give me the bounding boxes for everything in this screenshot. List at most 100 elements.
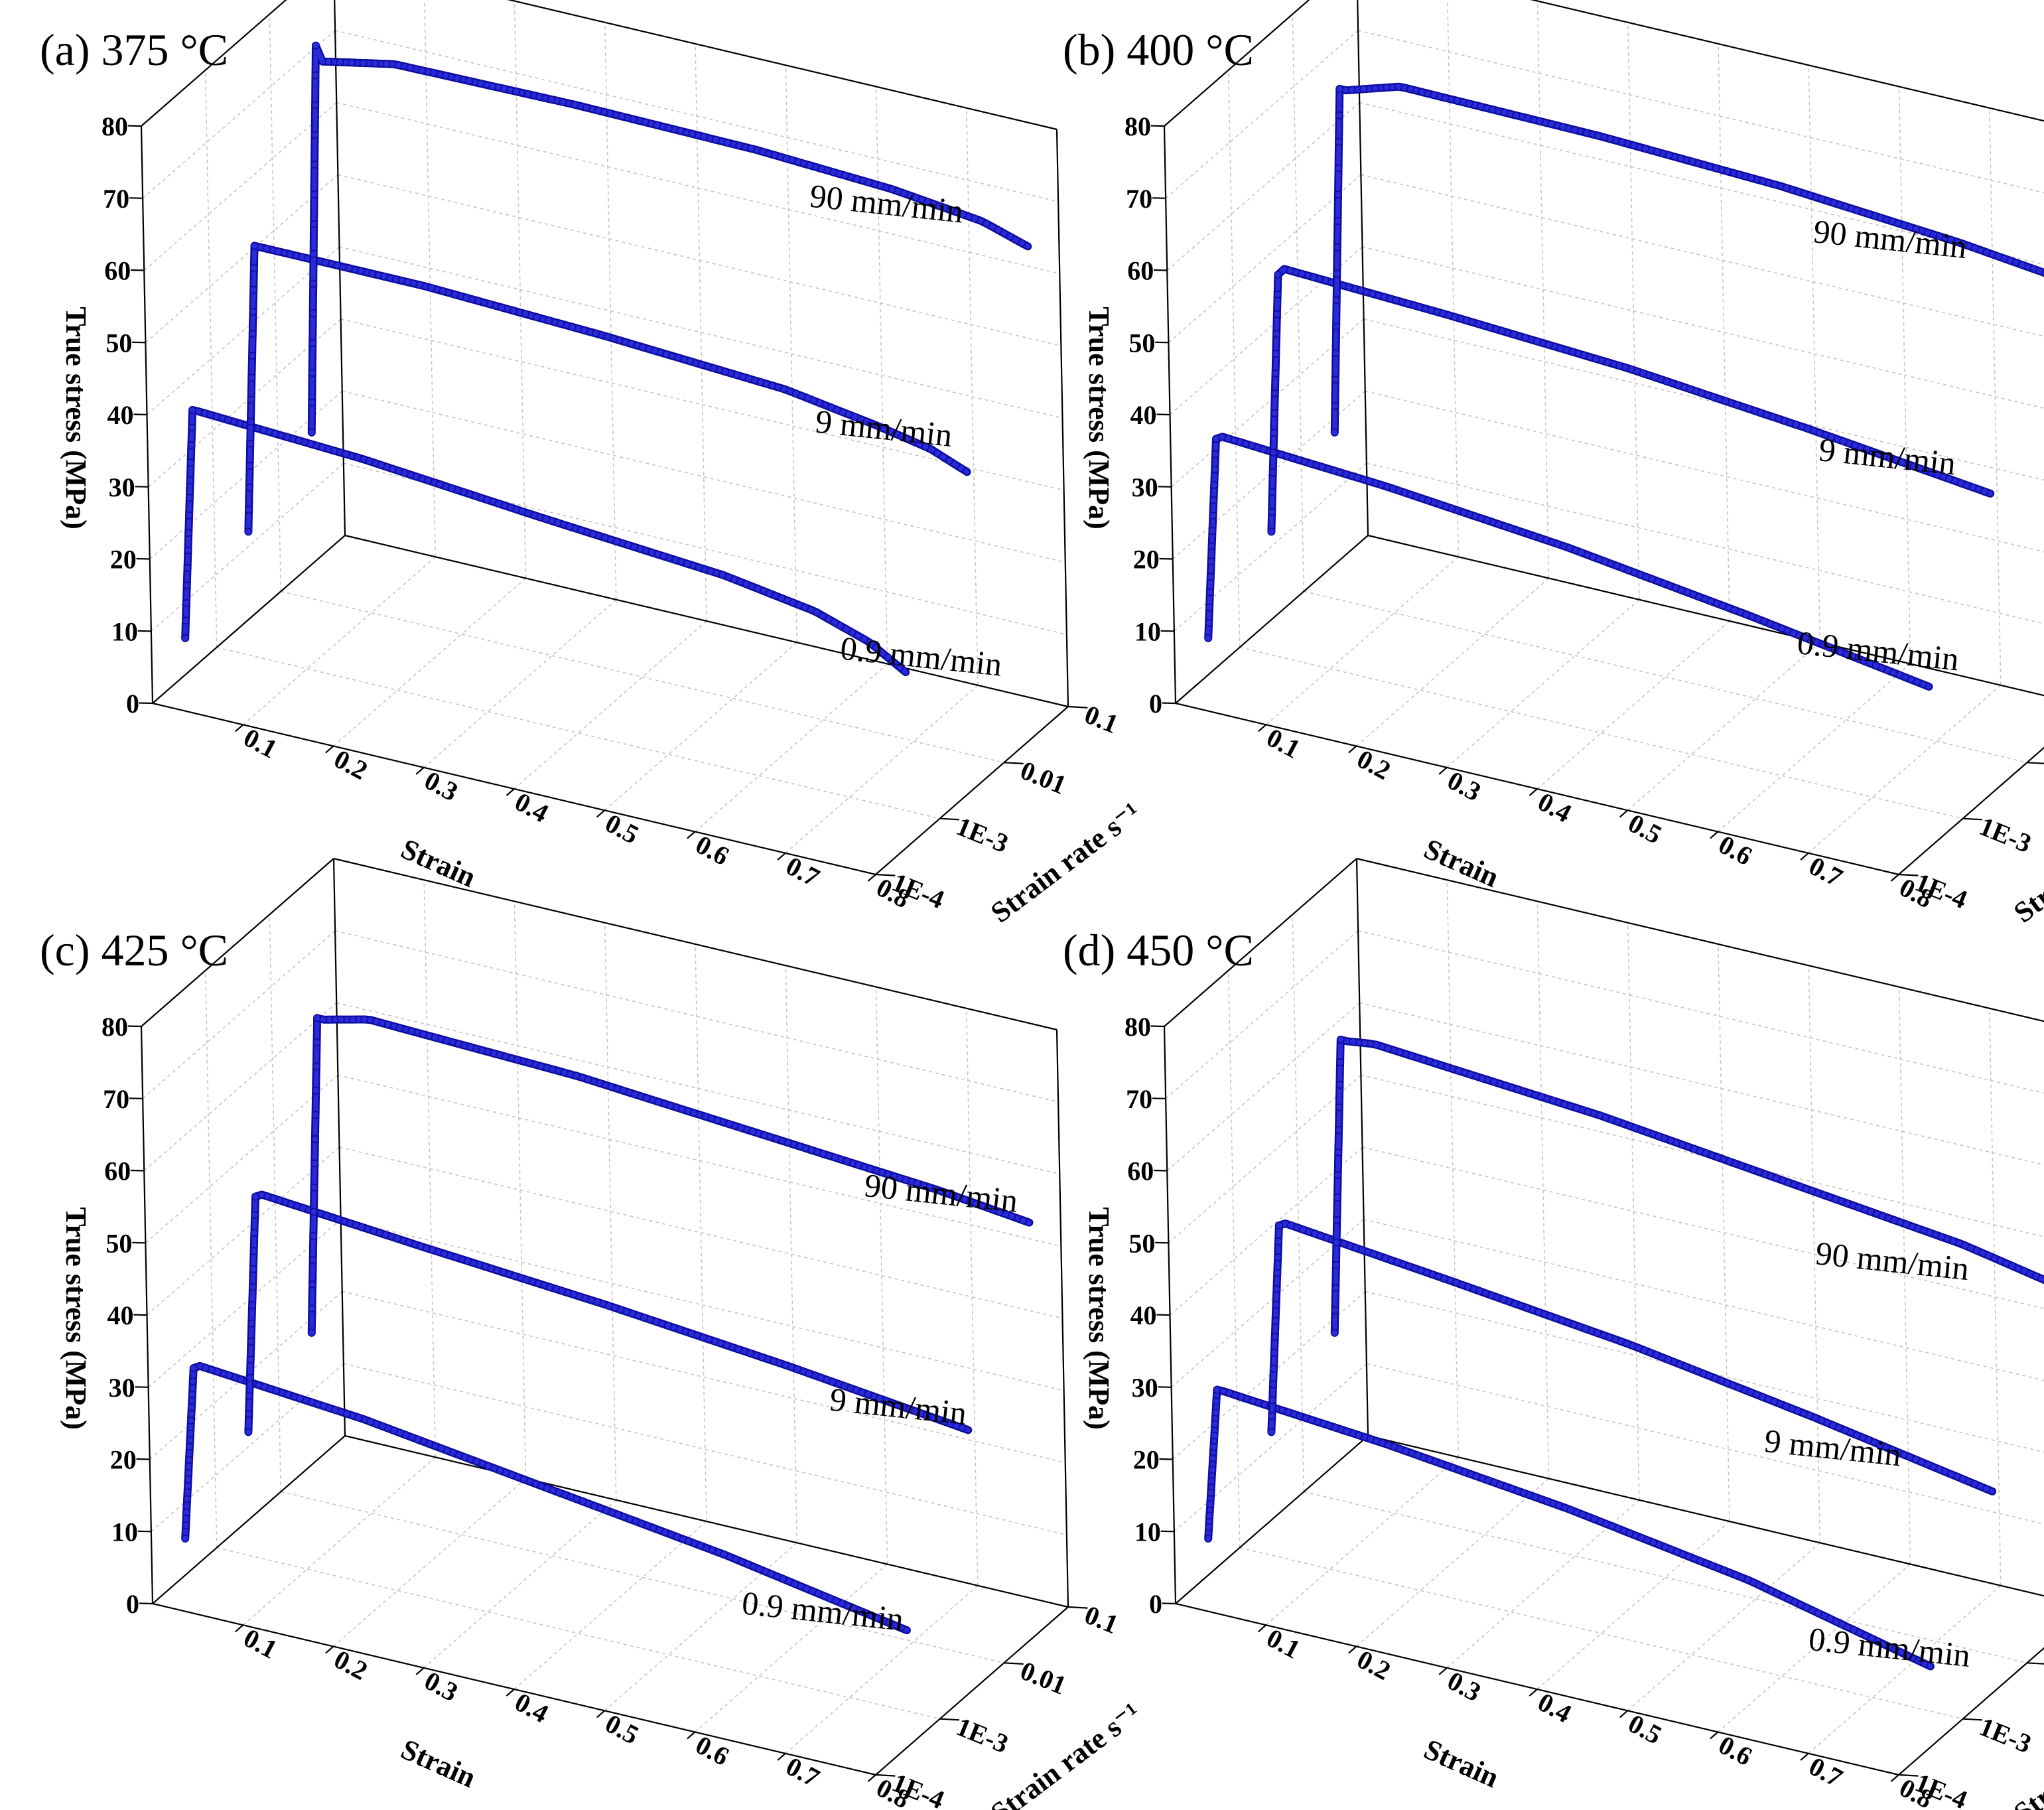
grid-line: [785, 685, 979, 854]
data-point: [1593, 1329, 1601, 1338]
data-point: [353, 453, 362, 462]
data-point: [1365, 477, 1374, 486]
data-point: [1723, 1379, 1732, 1387]
data-point: [1205, 588, 1214, 596]
strain-tick-label: 0.1: [1262, 723, 1305, 764]
data-point: [1533, 337, 1542, 346]
data-point: [459, 488, 468, 496]
data-point: [1747, 174, 1755, 182]
data-point: [370, 1227, 378, 1235]
data-point: [1331, 401, 1339, 410]
data-point: [1559, 123, 1568, 131]
data-point: [1208, 1466, 1217, 1474]
strain-tick-label: 0.3: [1443, 1665, 1486, 1707]
data-point: [2006, 256, 2015, 265]
data-point: [247, 1337, 255, 1346]
axes-frame: [1150, 0, 2044, 882]
data-point: [1909, 1653, 1917, 1662]
strain-tick-label: 0.5: [600, 808, 644, 850]
data-point: [1827, 433, 1836, 441]
data-point: [1582, 129, 1591, 137]
data-point: [793, 1365, 801, 1373]
rate-tick: [1067, 1606, 1088, 1609]
strain-tick: [325, 745, 334, 754]
panel-title: (d) 450 °C: [1063, 925, 1254, 975]
data-point: [945, 456, 953, 465]
strain-tick-label: 0.3: [420, 1665, 463, 1707]
data-point: [250, 242, 259, 250]
data-point: [1872, 661, 1880, 670]
data-point: [1687, 1365, 1696, 1373]
data-point: [819, 1150, 827, 1158]
data-point: [344, 264, 353, 273]
data-point: [1403, 299, 1412, 308]
data-point: [1274, 1221, 1283, 1230]
data-point: [1572, 1103, 1581, 1112]
rate-tick-label: 1E-3: [1975, 811, 2035, 859]
stress-tick: [137, 1530, 151, 1533]
data-point: [1306, 459, 1315, 468]
data-point: [246, 1356, 255, 1364]
data-point: [718, 571, 727, 579]
data-point: [1732, 1570, 1740, 1579]
data-point: [957, 464, 965, 472]
data-point: [182, 1521, 190, 1530]
data-point: [852, 1386, 860, 1395]
data-point: [186, 458, 195, 467]
data-point: [825, 615, 833, 624]
data-point: [912, 193, 920, 202]
panel-title: (c) 425 °C: [40, 925, 228, 975]
data-point: [1890, 1216, 1899, 1224]
data-point: [519, 1475, 528, 1484]
data-point: [342, 1409, 351, 1418]
curve-90-mm-min: [309, 43, 1030, 435]
stress-tick: [130, 269, 145, 271]
data-point: [1332, 1238, 1341, 1247]
data-point: [1913, 1224, 1922, 1233]
data-point: [260, 1383, 269, 1391]
data-point: [1831, 1195, 1840, 1204]
data-point: [1933, 470, 1942, 479]
data-point: [1336, 1036, 1345, 1044]
data-point: [1570, 125, 1579, 134]
data-point: [1207, 557, 1215, 566]
stress-tick-label: 10: [111, 616, 138, 646]
data-point: [1829, 1421, 1838, 1430]
data-point: [188, 1390, 196, 1399]
data-point: [2019, 1267, 2028, 1275]
stress-tick: [132, 341, 146, 344]
data-point: [403, 278, 412, 287]
data-point: [1826, 1614, 1834, 1623]
grid-line: [1808, 1585, 2002, 1754]
strain-tick: [1710, 831, 1719, 839]
data-point: [452, 1253, 460, 1262]
data-point: [1509, 330, 1518, 338]
data-point: [2017, 261, 2026, 269]
grid-line: [1166, 1002, 1360, 1172]
stress-tick-label: 30: [109, 472, 135, 502]
data-point: [1287, 1221, 1296, 1230]
data-point: [1683, 588, 1692, 596]
strain-tick: [1800, 1752, 1809, 1761]
data-point: [1878, 1212, 1887, 1220]
data-point: [899, 1403, 908, 1411]
data-point: [720, 1550, 728, 1559]
data-point: [747, 144, 756, 153]
data-point: [247, 395, 255, 404]
rate-tick: [1962, 817, 1983, 821]
data-point: [337, 1015, 346, 1024]
strain-tick: [867, 1774, 876, 1782]
strain-rate-axis-title: Strain rate s⁻¹: [985, 796, 1146, 930]
data-point: [545, 316, 553, 324]
data-point: [662, 350, 671, 358]
data-point: [960, 1195, 969, 1204]
stress-tick: [1155, 341, 1169, 344]
data-point: [365, 457, 374, 466]
data-point: [506, 503, 515, 512]
data-point: [531, 1480, 540, 1488]
data-point: [1578, 1510, 1587, 1519]
grid-line: [332, 1478, 527, 1647]
data-point: [1272, 330, 1281, 338]
rate-tick-label: 0.01: [2039, 1655, 2044, 1701]
data-point: [1225, 1389, 1233, 1397]
